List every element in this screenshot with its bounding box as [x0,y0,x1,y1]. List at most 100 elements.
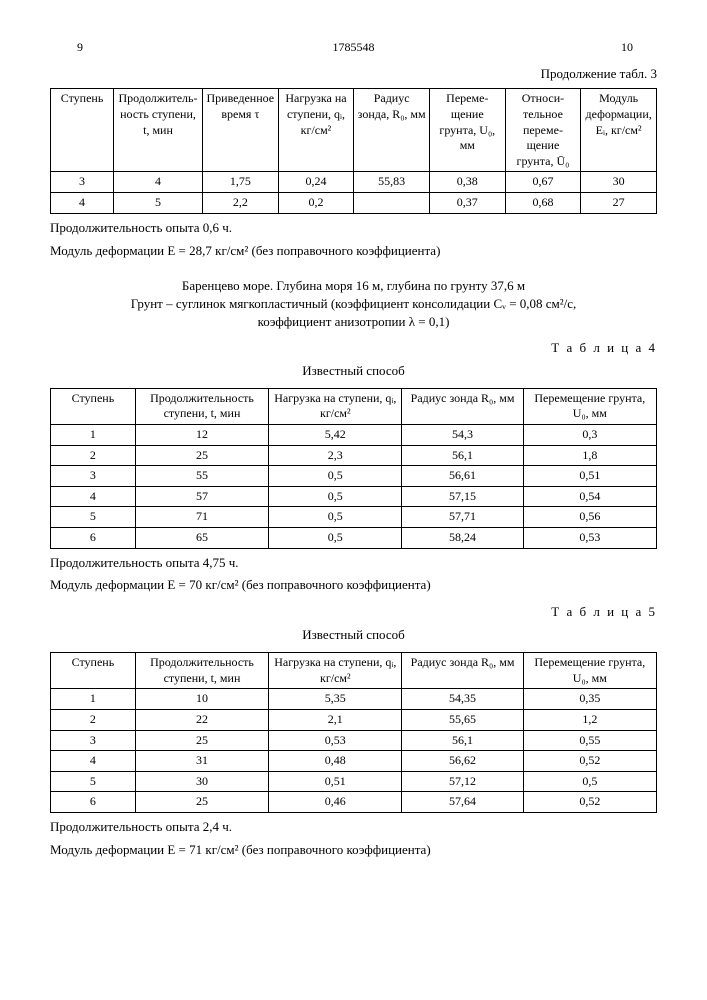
table-cell: 25 [135,445,268,466]
table-row: 1105,3554,350,35 [51,689,657,710]
table-cell: 2 [51,445,136,466]
table3-note-modulus: Модуль деформации E = 28,7 кг/см² (без п… [50,243,657,260]
table-3-header-row: СтупеньПродолжитель­ность ступени, t, ми… [51,89,657,172]
table-cell: 2,3 [269,445,402,466]
table-cell: 3 [51,730,136,751]
col-header: Перемещение грунта, U₀, мм [523,388,656,424]
col-header: Переме­щение грунта, U₀, мм [429,89,505,172]
table5-note-modulus: Модуль деформации E = 71 кг/см² (без поп… [50,842,657,859]
col-header: Продолжитель­ность ступени, t, мин [114,89,203,172]
table-cell: 1 [51,689,136,710]
col-header: Радиус зонда R₀, мм [402,653,523,689]
table-cell: 54,35 [402,689,523,710]
table-cell: 31 [135,751,268,772]
table-row: 6250,4657,640,52 [51,792,657,813]
table-cell: 71 [135,507,268,528]
col-header: Приведен­ное вре­мя τ [202,89,278,172]
site-line-3: коэффициент анизотропии λ = 0,1) [258,314,450,329]
table-row: 4570,557,150,54 [51,486,657,507]
doc-number: 1785548 [110,40,597,56]
table-cell: 2,1 [269,709,402,730]
table-cell: 12 [135,425,268,446]
table-cell: 22 [135,709,268,730]
table-cell: 0,35 [523,689,656,710]
table-cell: 0,46 [269,792,402,813]
table-cell: 25 [135,792,268,813]
table-cell: 0,37 [429,193,505,214]
table-cell: 6 [51,792,136,813]
table-row: 3550,556,610,51 [51,466,657,487]
table-cell: 55,83 [354,172,430,193]
page-header: 9 1785548 10 [50,40,657,56]
table-cell: 57,64 [402,792,523,813]
page-num-right: 10 [597,40,657,56]
table-cell: 5,35 [269,689,402,710]
table-cell: 57,12 [402,771,523,792]
table-cell: 6 [51,528,136,549]
table-cell: 54,3 [402,425,523,446]
table-row: 5710,557,710,56 [51,507,657,528]
table-cell: 5,42 [269,425,402,446]
table-5-header-row: СтупеньПродолжитель­ность ступени, t, ми… [51,653,657,689]
table-cell: 5 [51,507,136,528]
table-cell: 56,1 [402,445,523,466]
table-cell: 0,56 [523,507,656,528]
table-cell: 0,5 [523,771,656,792]
table4-note-duration: Продолжительность опыта 4,75 ч. [50,555,657,572]
col-header: Ступень [51,388,136,424]
table-cell: 2,2 [202,193,278,214]
table-cell: 57,71 [402,507,523,528]
table-row: 341,750,2455,830,380,6730 [51,172,657,193]
table-cell: 0,51 [269,771,402,792]
table-cell: 27 [581,193,657,214]
col-header: Модуль деформа­ции, Eᵢ, кг/см² [581,89,657,172]
col-header: Радиус зонда R₀, мм [402,388,523,424]
table-cell: 57 [135,486,268,507]
table-cell: 10 [135,689,268,710]
table4-label: Т а б л и ц а 4 [50,340,657,357]
table5-label: Т а б л и ц а 5 [50,604,657,621]
col-header: Относи­тельное переме­щение грунта, Ū₀ [505,89,581,172]
table-cell: 0,5 [269,466,402,487]
table-cell: 4 [51,193,114,214]
table-cell: 0,68 [505,193,581,214]
table-cell: 0,48 [269,751,402,772]
table-cell: 2 [51,709,136,730]
table-cell [354,193,430,214]
table-cell: 1,8 [523,445,656,466]
col-header: Нагрузка на ступе­ни, qᵢ, кг/см² [278,89,354,172]
table-cell: 0,52 [523,792,656,813]
table-cell: 0,67 [505,172,581,193]
site-line-1: Баренцево море. Глубина моря 16 м, глуби… [182,278,525,293]
table-cell: 5 [51,771,136,792]
table-cell: 0,5 [269,507,402,528]
table-cell: 4 [114,172,203,193]
table4-caption: Известный способ [50,363,657,380]
table-cell: 25 [135,730,268,751]
table-cell: 1,2 [523,709,656,730]
table-cell: 0,51 [523,466,656,487]
table-cell: 4 [51,486,136,507]
table-cell: 57,15 [402,486,523,507]
table-4: СтупеньПродолжитель­ность ступени, t, ми… [50,388,657,549]
site-description: Баренцево море. Глубина моря 16 м, глуби… [50,277,657,330]
table-cell: 0,53 [269,730,402,751]
table-cell: 56,61 [402,466,523,487]
col-header: Продолжитель­ность ступени, t, мин [135,653,268,689]
table-row: 6650,558,240,53 [51,528,657,549]
page-num-left: 9 [50,40,110,56]
table-cell: 30 [135,771,268,792]
table-cell: 3 [51,172,114,193]
table-cell: 0,2 [278,193,354,214]
col-header: Радиус зонда, R₀, мм [354,89,430,172]
table-cell: 58,24 [402,528,523,549]
table-cell: 56,1 [402,730,523,751]
table-cell: 0,5 [269,486,402,507]
table-cell: 0,5 [269,528,402,549]
table-cell: 0,55 [523,730,656,751]
col-header: Нагрузка на сту­пени, qᵢ, кг/см² [269,653,402,689]
table-5: СтупеньПродолжитель­ность ступени, t, ми… [50,652,657,813]
table3-note-duration: Продолжительность опыта 0,6 ч. [50,220,657,237]
table4-note-modulus: Модуль деформации E = 70 кг/см² (без поп… [50,577,657,594]
col-header: Ступень [51,89,114,172]
